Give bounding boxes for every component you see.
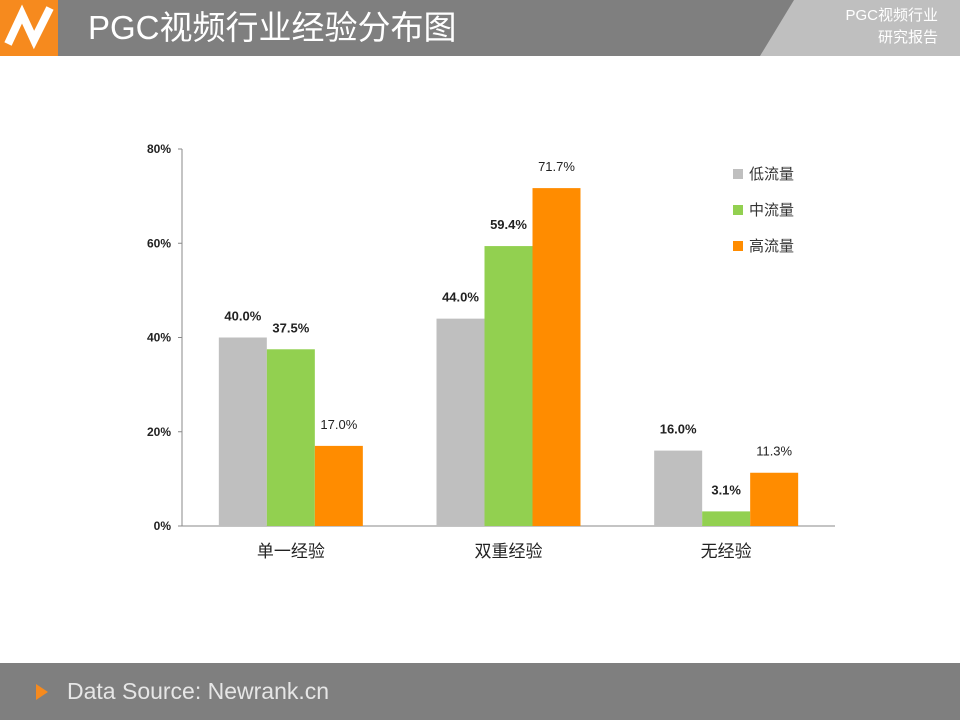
legend-swatch bbox=[733, 169, 743, 179]
report-tag-line1: PGC视频行业 bbox=[845, 7, 938, 24]
play-arrow-icon bbox=[36, 684, 48, 700]
data-label: 17.0% bbox=[320, 417, 357, 432]
bar-chart: 0% 20% 40% 60% 80% 40.0% 37.5% 17.0% 单一经验 44.0% 59… bbox=[147, 142, 835, 561]
data-label: 3.1% bbox=[711, 482, 741, 497]
legend-swatch bbox=[733, 205, 743, 215]
header-bar: PGC视频行业经验分布图 PGC视频行业 研究报告 bbox=[0, 0, 960, 56]
y-tick-label: 0% bbox=[154, 519, 172, 533]
legend-label: 高流量 bbox=[749, 238, 794, 255]
x-category-label: 单一经验 bbox=[257, 542, 325, 561]
legend-swatch bbox=[733, 241, 743, 251]
bar bbox=[532, 188, 581, 526]
data-label: 16.0% bbox=[660, 422, 697, 437]
legend-label: 低流量 bbox=[749, 166, 794, 183]
y-tick-label: 60% bbox=[147, 236, 171, 250]
bar bbox=[436, 318, 485, 526]
data-label: 59.4% bbox=[490, 217, 527, 232]
data-label: 40.0% bbox=[224, 309, 261, 324]
report-tag: PGC视频行业 研究报告 bbox=[760, 0, 960, 56]
page-title: PGC视频行业经验分布图 bbox=[88, 9, 457, 46]
legend-label: 中流量 bbox=[749, 202, 794, 219]
logo-n-icon bbox=[4, 4, 54, 50]
bar bbox=[750, 472, 799, 526]
x-category-label: 双重经验 bbox=[475, 542, 543, 561]
data-label: 11.3% bbox=[756, 444, 792, 459]
bar bbox=[266, 349, 315, 526]
bar bbox=[484, 246, 533, 526]
y-tick-label: 40% bbox=[147, 331, 171, 345]
bar bbox=[654, 450, 703, 526]
brand-logo bbox=[0, 0, 58, 56]
footer-bar: Data Source: Newrank.cn bbox=[0, 663, 960, 720]
data-source: Data Source: Newrank.cn bbox=[67, 678, 330, 704]
bar bbox=[702, 511, 751, 526]
bar bbox=[314, 445, 363, 526]
bar bbox=[218, 337, 267, 526]
data-label: 37.5% bbox=[272, 320, 309, 335]
y-tick-label: 80% bbox=[147, 142, 171, 156]
data-label: 44.0% bbox=[442, 290, 479, 305]
x-category-label: 无经验 bbox=[701, 542, 752, 561]
y-tick-label: 20% bbox=[147, 425, 171, 439]
data-label: 71.7% bbox=[538, 159, 575, 174]
report-tag-line2: 研究报告 bbox=[877, 29, 938, 46]
